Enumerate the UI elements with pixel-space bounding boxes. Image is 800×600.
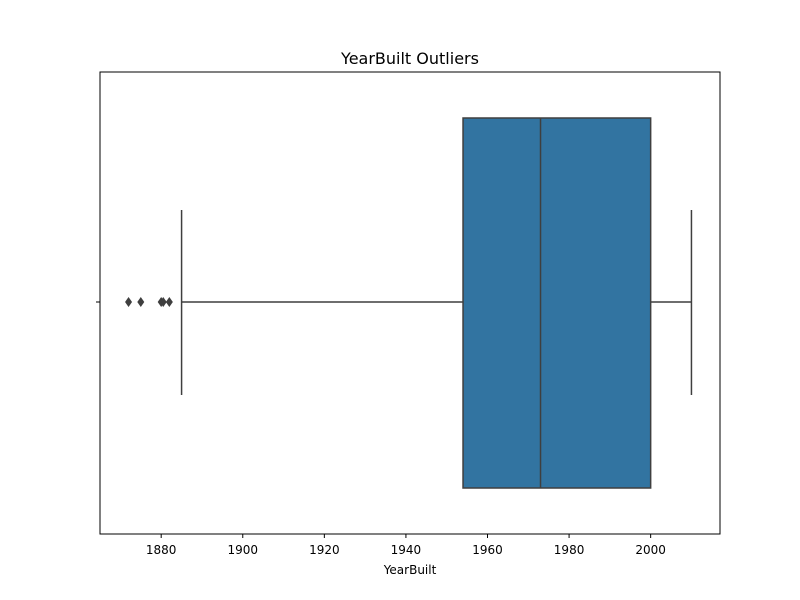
iqr-box [462,117,652,489]
plot-layer [125,117,693,489]
x-tick-label: 1900 [227,543,258,557]
outlier-point [137,297,145,307]
plot-frame [99,71,721,535]
x-tick-label: 1960 [472,543,503,557]
x-axis-label: YearBuilt [383,563,437,577]
x-axis: 1880 1900 1920 1940 1960 1980 2000 [146,534,666,557]
chart-title: YearBuilt Outliers [340,49,479,68]
x-tick-label: 1940 [391,543,422,557]
outlier-point [165,297,173,307]
x-tick-label: 1880 [146,543,177,557]
outlier-point [125,297,133,307]
x-tick-label: 1980 [554,543,585,557]
x-tick-label: 1920 [309,543,340,557]
x-tick-label: 2000 [635,543,666,557]
outlier-point [159,297,167,307]
